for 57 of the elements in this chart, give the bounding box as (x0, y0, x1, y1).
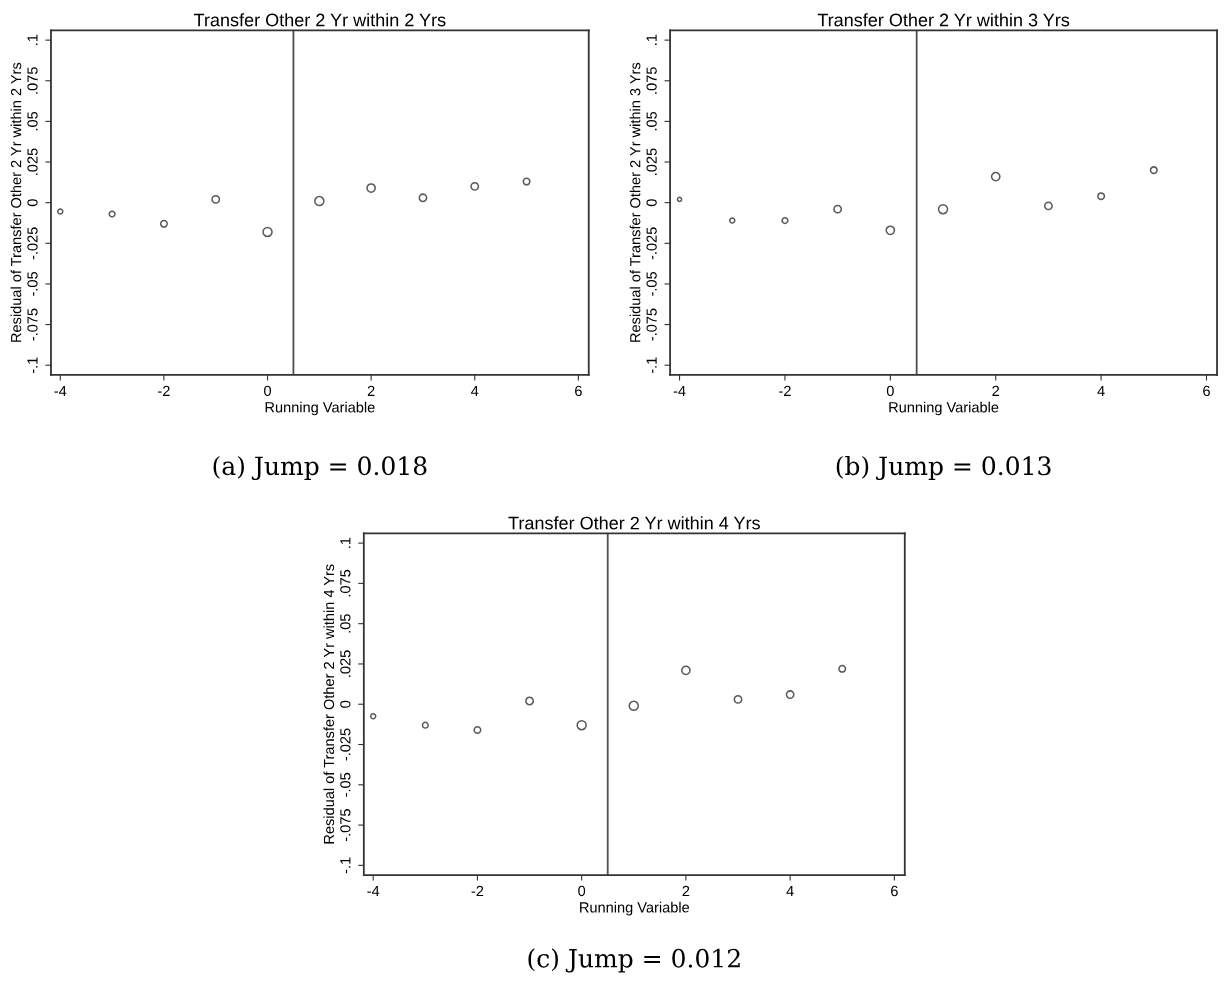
y-tick-label: -.075 (646, 308, 657, 341)
y-tick-label: .075 (340, 569, 351, 597)
y-tick-label: 0 (646, 199, 657, 207)
x-tick-label: 0 (578, 885, 586, 897)
y-tick-label: -.025 (27, 227, 38, 260)
y-tick-label: .075 (27, 67, 38, 94)
y-tick-label: -.075 (27, 308, 38, 341)
y-axis-title: Residual of Transfer Other 2 Yr within 4 Yrs (323, 564, 335, 844)
y-tick-label: -.1 (646, 357, 657, 374)
x-tick-label: -2 (158, 385, 170, 396)
y-axis-title: Residual of Transfer Other 2 Yr within 3 Yrs (629, 62, 641, 342)
y-tick-label: .025 (27, 148, 38, 175)
y-tick-label: -.075 (340, 809, 351, 842)
y-tick-label: -.025 (340, 728, 351, 761)
x-tick-label: -4 (673, 385, 686, 396)
chart-title: Transfer Other 2 Yr within 3 Yrs (817, 13, 1070, 27)
x-tick-label: -2 (779, 385, 791, 396)
x-tick-label: 0 (264, 385, 272, 397)
x-tick-label: 4 (471, 385, 479, 396)
text: (b) Jump = 0.013 (836, 455, 1051, 481)
y-tick-label: 0 (340, 700, 351, 708)
x-tick-label: 2 (992, 385, 1000, 396)
y-tick-label: 0 (27, 199, 38, 207)
x-tick-label: -4 (54, 385, 67, 396)
y-tick-label: .05 (27, 111, 38, 131)
y-tick-label: .1 (646, 34, 657, 45)
x-tick-label: 6 (1203, 385, 1210, 397)
y-tick-label: .1 (27, 34, 38, 45)
y-tick-label: .05 (646, 111, 657, 131)
y-tick-label: -.1 (27, 357, 38, 374)
x-tick-label: 2 (682, 885, 690, 897)
chart-title: Transfer Other 2 Yr within 2 Yrs (193, 13, 446, 27)
y-axis-title: Residual of Transfer Other 2 Yr within 2 Yrs (10, 62, 22, 342)
y-tick-label: .075 (646, 67, 657, 94)
y-tick-label: -.05 (27, 271, 38, 296)
text: (a) Jump = 0.018 (213, 455, 427, 481)
chart-title: Transfer Other 2 Yr within 4 Yrs (508, 516, 760, 530)
y-tick-label: -.025 (646, 227, 657, 260)
y-tick-label: -.1 (340, 857, 351, 874)
y-tick-label: .1 (340, 537, 351, 548)
x-axis-title: Running Variable (265, 401, 375, 416)
x-tick-label: 0 (886, 385, 894, 397)
x-tick-label: 6 (891, 885, 898, 897)
x-tick-label: 2 (367, 385, 375, 396)
x-tick-label: -2 (471, 885, 484, 897)
x-axis-title: Running Variable (889, 401, 999, 416)
x-tick-label: -4 (367, 885, 380, 897)
x-tick-label: 6 (575, 385, 582, 397)
x-tick-label: 4 (786, 885, 794, 897)
y-tick-label: .025 (340, 650, 351, 677)
x-axis-title: Running Variable (580, 901, 690, 916)
y-tick-label: -.05 (340, 772, 351, 797)
y-tick-label: -.05 (646, 271, 657, 296)
text: (c) Jump = 0.012 (528, 948, 740, 973)
y-tick-label: .05 (340, 614, 351, 633)
x-tick-label: 4 (1097, 385, 1105, 396)
y-tick-label: .025 (646, 148, 657, 175)
